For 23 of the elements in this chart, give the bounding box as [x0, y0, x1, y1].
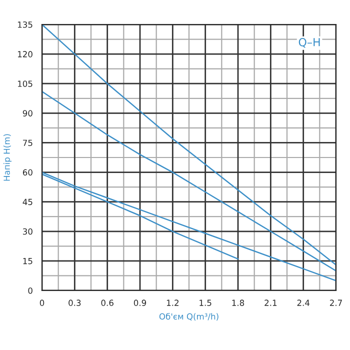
y-tick-label: 15 [23, 258, 32, 264]
x-tick-label: 0 [40, 300, 44, 306]
x-tick-label: 2.1 [264, 300, 277, 306]
y-tick-label: 45 [22, 198, 32, 206]
x-tick-label: 2.4 [297, 300, 310, 306]
y-tick-label: 135 [18, 21, 32, 28]
y-tick-label: 90 [22, 110, 32, 116]
y-tick-label: 75 [23, 140, 32, 146]
x-tick-label: 1.8 [232, 300, 244, 306]
x-tick-label: 2.7 [330, 300, 342, 306]
y-tick-label: 60 [22, 169, 32, 176]
y-tick-label: 120 [18, 51, 32, 58]
annotation: Q–H [298, 38, 320, 48]
y-tick-label: 0 [28, 287, 32, 294]
y-tick-label: 105 [18, 80, 32, 87]
x-tick-label: 0.9 [134, 300, 146, 306]
x-tick-label: 0.3 [68, 300, 81, 306]
x-tick-label: 1.5 [200, 300, 212, 306]
x-tick-label: 0.6 [101, 300, 114, 306]
y-axis-title: Напір H(m) [3, 134, 12, 181]
x-axis-title: Об'єм Q(m³/h) [159, 313, 218, 321]
x-tick-label: 1.2 [166, 300, 178, 306]
y-tick-label: 30 [23, 228, 32, 235]
